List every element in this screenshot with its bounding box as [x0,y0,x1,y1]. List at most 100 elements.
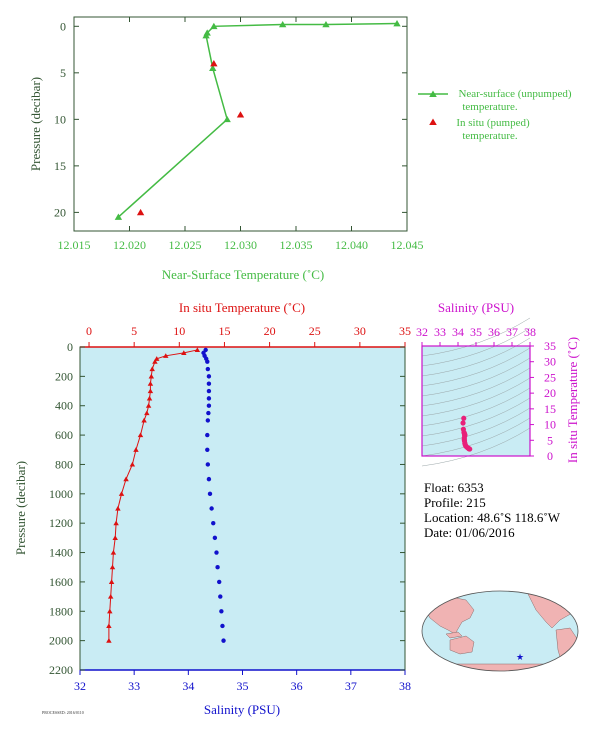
temperature-tick-label: 20 [264,324,276,338]
temperature-point [144,410,150,416]
density-contour [421,337,531,377]
salinity-tick-label: 36 [291,679,303,693]
salinity-point [212,535,218,541]
ts-x-tick-label: 36 [488,325,500,339]
ts-plot-background [422,346,530,456]
temperature-point [133,447,139,452]
salinity-point [209,506,214,511]
density-contour [421,357,531,397]
temperature-point [149,366,155,372]
salinity-point [207,491,213,497]
top-y-tick-label: 15 [54,159,66,173]
bottom-y-axis-label: Pressure (decibar) [13,461,28,555]
temperature-point [141,417,147,423]
float-info-panel: Float: 6353 Profile: 215 Location: 48.6˚… [424,480,560,540]
salinity-point [206,388,212,394]
unpumped-point [223,115,231,123]
legend-marker-pumped [429,118,437,125]
temperature-point [147,381,154,386]
salinity-point [220,623,225,629]
temperature-point [113,520,119,526]
salinity-point [215,565,220,570]
ts-y-tick-label: 5 [547,433,553,447]
salinity-point [206,374,212,379]
pressure-tick-label: 1000 [49,487,73,501]
unpumped-point [114,213,123,220]
temperature-tick-label: 30 [354,324,366,338]
temperature-point [147,388,154,394]
top-x-tick-label: 12.030 [224,238,257,252]
top-y-axis-label: Pressure (decibar) [28,77,43,171]
temperature-point [123,476,129,482]
temperature-point [106,638,112,643]
temperature-point [110,549,117,555]
temperature-point [118,491,125,496]
temperature-tick-label: 35 [399,324,411,338]
salinity-point [206,476,212,482]
ts-x-tick-label: 38 [524,325,536,339]
top-y-tick-label: 5 [60,66,66,80]
pressure-tick-label: 1400 [49,546,73,560]
density-contour [421,397,531,437]
pressure-tick-label: 1600 [49,575,73,589]
temperature-point [137,432,144,438]
legend-label-unpumped: Near-surface (unpumped) temperature. [458,88,571,113]
temperature-point [107,608,113,614]
pressure-tick-label: 2000 [49,634,73,648]
salinity-point [205,418,211,423]
temperature-point [106,623,112,629]
temperature-point [148,373,155,379]
top-x-tick-label: 12.020 [113,238,146,252]
ts-x-tick-label: 37 [506,325,518,339]
density-contour [421,327,531,367]
density-contour [421,427,531,467]
temperature-point [129,461,136,467]
pressure-tick-label: 600 [55,428,73,442]
top-y-tick-label: 10 [54,112,66,126]
ts-y-tick-label: 15 [544,402,556,416]
ts-x-tick-label: 35 [470,325,482,339]
density-contour [421,417,531,457]
salinity-point [206,403,212,408]
ts-x-tick-label: 32 [416,325,428,339]
indonesia-islands [445,631,463,639]
legend-label-pumped: In situ (pumped) temperature. [456,117,530,142]
temperature-point [194,347,201,353]
unpumped-point [209,64,217,71]
temperature-point [181,350,187,355]
salinity-point [217,579,222,585]
ts-y-tick-label: 0 [547,449,553,463]
ts-y-tick-label: 20 [544,386,556,400]
top-x-tick-label: 12.045 [391,238,424,252]
top-x-tick-label: 12.035 [280,238,313,252]
float-location-marker: ★ [516,652,524,662]
world-map: ★ [421,590,579,672]
unpumped-point [210,22,218,30]
ts-point [461,415,467,421]
top-x-tick-label: 12.025 [169,238,202,252]
ts-y-tick-label: 25 [544,370,556,384]
temperature-point [107,593,114,599]
temperature-point [115,505,121,511]
unpumped-point [202,32,210,39]
pressure-tick-label: 1200 [49,516,73,530]
bottom-plot-background [80,347,405,670]
salinity-point [205,359,210,364]
near-surface-chart: 12.015 12.020 12.025 12.030 12.035 12.040 12.0… [28,16,572,282]
temperature-profile-line [108,349,198,641]
pressure-tick-label: 200 [55,369,73,383]
top-x-tick-label: 12.015 [58,238,91,252]
salinity-point [218,594,223,599]
profile-number: Profile: 215 [424,495,486,510]
ts-y-tick-label: 30 [544,355,556,369]
top-y-tick-label: 20 [54,205,66,219]
salinity-point [219,609,224,614]
australia-landmass [449,635,475,655]
salinity-point [206,381,212,386]
temperature-tick-label: 0 [86,324,92,338]
temperature-point [163,353,169,358]
salinity-tick-label: 35 [237,679,249,693]
salinity-point [214,550,219,555]
